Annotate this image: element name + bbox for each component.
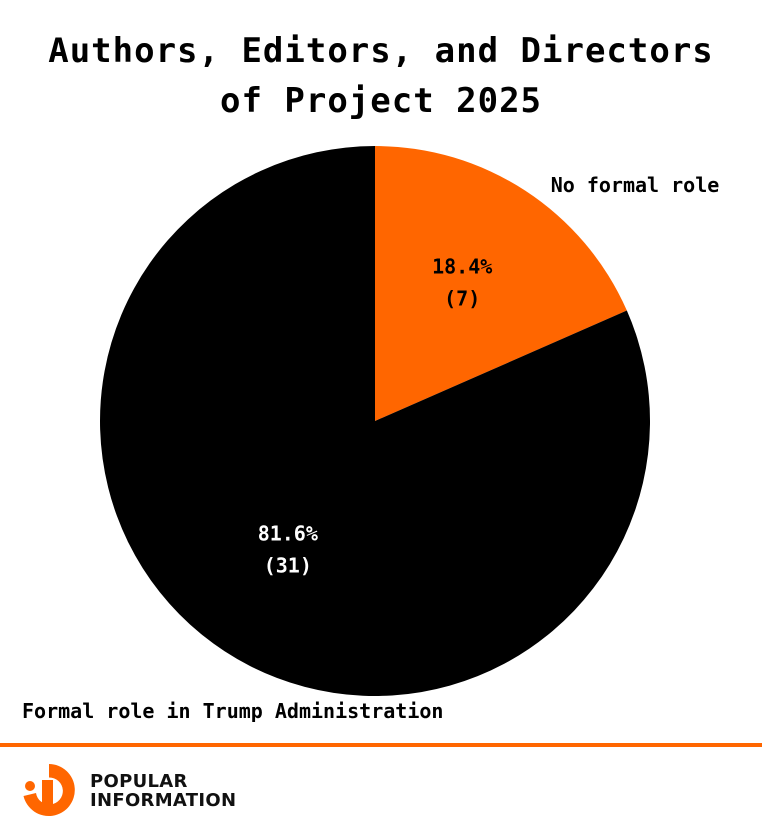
slice-2-percent-label: 81.6% bbox=[258, 522, 318, 546]
chart-title-line-1: Authors, Editors, and Directors bbox=[48, 31, 714, 71]
pie-slice-1 bbox=[375, 146, 627, 421]
popular-information-logo-icon bbox=[23, 764, 75, 816]
slice-1-count-label: (7) bbox=[444, 287, 480, 311]
divider bbox=[0, 743, 762, 747]
brand-line-2: INFORMATION bbox=[90, 790, 237, 811]
chart-title-line-2: of Project 2025 bbox=[219, 81, 543, 121]
chart-title: Authors, Editors, and Directors of Proje… bbox=[0, 26, 762, 126]
slice-1-category-label: No formal role bbox=[551, 173, 720, 197]
slice-2-count-label: (31) bbox=[264, 554, 312, 578]
brand-line-1: POPULAR bbox=[90, 771, 188, 792]
brand-wordmark: POPULAR INFORMATION bbox=[90, 772, 236, 810]
pie-slice-2 bbox=[100, 146, 651, 696]
brand-logo: POPULAR INFORMATION bbox=[20, 762, 280, 818]
slice-2-category-label: Formal role in Trump Administration bbox=[22, 699, 443, 723]
slice-1-percent-label: 18.4% bbox=[432, 255, 492, 279]
pie-chart: 18.4% (7) No formal role 81.6% (31) Formal ro… bbox=[22, 146, 720, 723]
